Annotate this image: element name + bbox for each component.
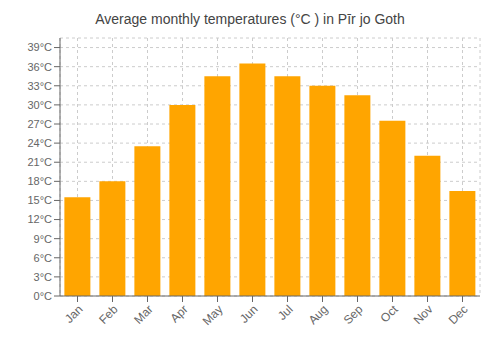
svg-text:30°C: 30°C — [27, 99, 52, 111]
svg-text:24°C: 24°C — [27, 137, 52, 149]
svg-text:Feb: Feb — [96, 302, 121, 327]
svg-text:18°C: 18°C — [27, 175, 52, 187]
svg-text:Jun: Jun — [237, 302, 261, 326]
svg-text:3°C: 3°C — [34, 271, 53, 283]
svg-text:Apr: Apr — [168, 302, 191, 325]
svg-text:6°C: 6°C — [34, 252, 53, 264]
svg-text:21°C: 21°C — [27, 156, 52, 168]
html-text:Average monthly temperatures (: Average monthly temperatures (°C ) in Pī… — [95, 11, 405, 27]
svg-text:27°C: 27°C — [27, 118, 52, 130]
svg-text:12°C: 12°C — [27, 213, 52, 225]
svg-text:Nov: Nov — [411, 302, 436, 327]
svg-text:33°C: 33°C — [27, 80, 52, 92]
svg-text:Dec: Dec — [446, 302, 471, 327]
svg-text:Sep: Sep — [341, 302, 366, 327]
svg-text:Jan: Jan — [62, 302, 86, 326]
svg-text:Mar: Mar — [131, 302, 156, 327]
svg-text:Jul: Jul — [275, 302, 296, 323]
svg-text:0°C: 0°C — [34, 290, 53, 302]
svg-text:May: May — [200, 302, 226, 328]
svg-text:Aug: Aug — [306, 302, 331, 327]
svg-text:Oct: Oct — [378, 302, 402, 326]
svg-text:36°C: 36°C — [27, 61, 52, 73]
svg-text:39°C: 39°C — [27, 41, 52, 53]
svg-text:15°C: 15°C — [27, 194, 52, 206]
svg-text:9°C: 9°C — [34, 233, 53, 245]
